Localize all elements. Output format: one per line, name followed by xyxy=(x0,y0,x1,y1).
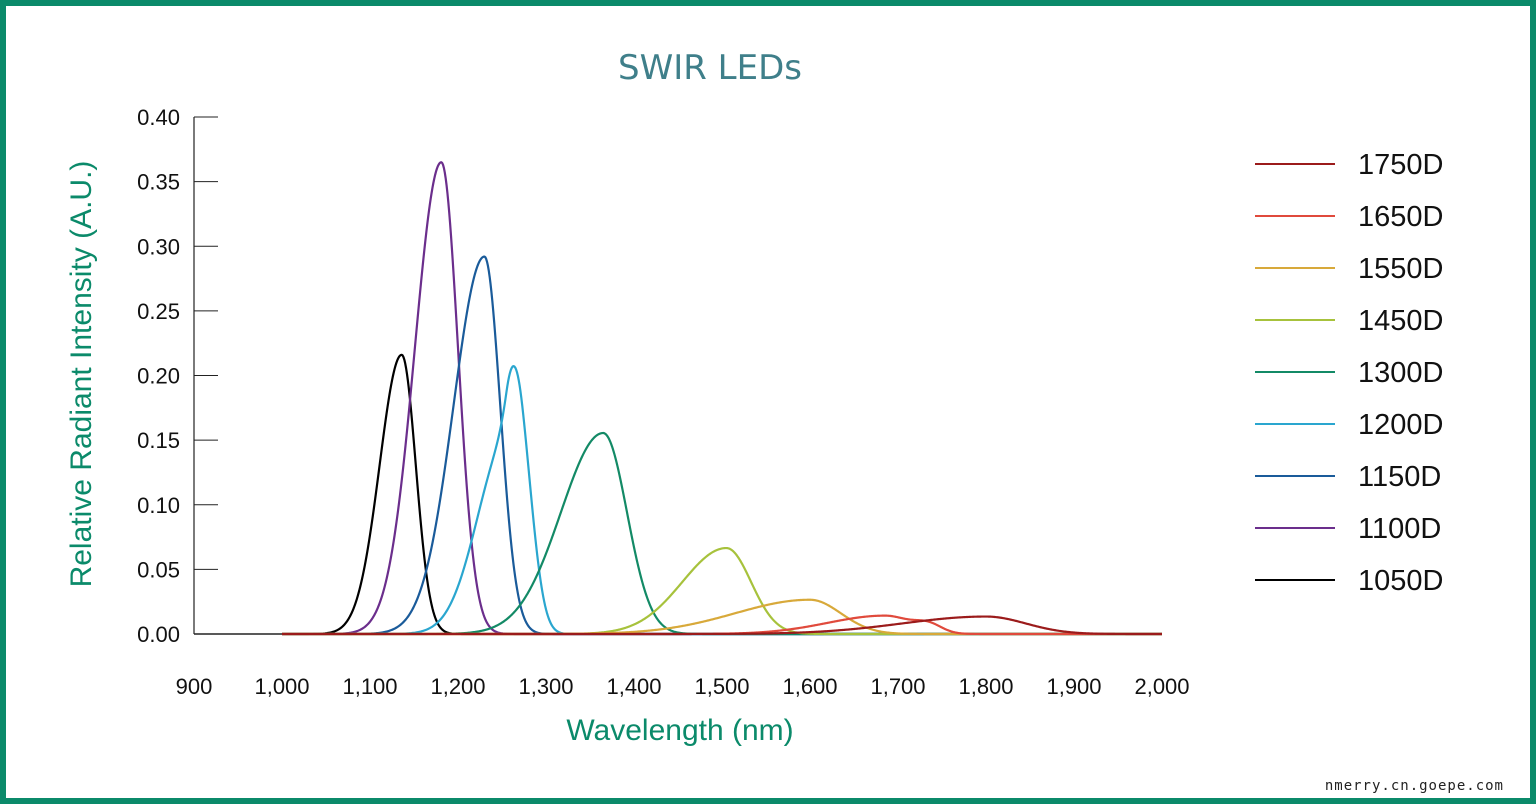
y-tick-label: 0.20 xyxy=(137,364,180,389)
x-tick-label: 2,000 xyxy=(1134,674,1189,699)
x-tick-label: 1,200 xyxy=(430,674,485,699)
series-line-1050D xyxy=(281,353,1163,636)
legend-label-1050D: 1050D xyxy=(1358,565,1443,597)
y-tick-label: 0.00 xyxy=(137,622,180,647)
legend: 1750D 1650D 1550D 1450D 1300D 1200D 1150D 1100D… xyxy=(1255,149,1443,597)
x-tick-label: 1,000 xyxy=(254,674,309,699)
legend-label-1300D: 1300D xyxy=(1358,357,1443,389)
x-tick-label: 1,800 xyxy=(958,674,1013,699)
legend-label-1150D: 1150D xyxy=(1358,461,1441,493)
x-tick-label: 1,900 xyxy=(1046,674,1101,699)
legend-label-1450D: 1450D xyxy=(1358,305,1443,337)
series-line-1450D xyxy=(281,546,1163,636)
legend-label-1550D: 1550D xyxy=(1358,253,1443,285)
series-line-1100D xyxy=(281,161,1163,636)
x-tick-label: 1,700 xyxy=(870,674,925,699)
y-tick-label: 0.10 xyxy=(137,493,180,518)
x-axis-label: Wavelength (nm) xyxy=(566,714,794,747)
y-tick-label: 0.40 xyxy=(137,105,180,130)
y-tick-label: 0.25 xyxy=(137,299,180,324)
x-tick-label: 1,100 xyxy=(342,674,397,699)
series-line-1750D xyxy=(281,615,1163,636)
watermark: nmerry.cn.goepe.com xyxy=(1324,778,1504,794)
y-tick-label: 0.35 xyxy=(137,170,180,195)
legend-label-1100D: 1100D xyxy=(1358,513,1441,545)
chart-title: SWIR LEDs xyxy=(618,48,802,88)
x-tick-label: 900 xyxy=(176,674,213,699)
legend-label-1750D: 1750D xyxy=(1358,149,1443,181)
x-tick-label: 1,400 xyxy=(606,674,661,699)
legend-label-1200D: 1200D xyxy=(1358,409,1443,441)
series-lines xyxy=(281,161,1163,636)
x-tick-label: 1,600 xyxy=(782,674,837,699)
y-tick-label: 0.05 xyxy=(137,557,180,582)
x-tick-label: 1,500 xyxy=(694,674,749,699)
legend-label-1650D: 1650D xyxy=(1358,201,1443,233)
x-tick-label: 1,300 xyxy=(518,674,573,699)
series-line-1200D xyxy=(281,365,1163,636)
axes: 0.00 0.05 0.10 0.15 0.20 0.25 0.30 0.35 0.40 900 1… xyxy=(137,105,1189,699)
y-tick-label: 0.15 xyxy=(137,428,180,453)
y-tick-label: 0.30 xyxy=(137,234,180,259)
